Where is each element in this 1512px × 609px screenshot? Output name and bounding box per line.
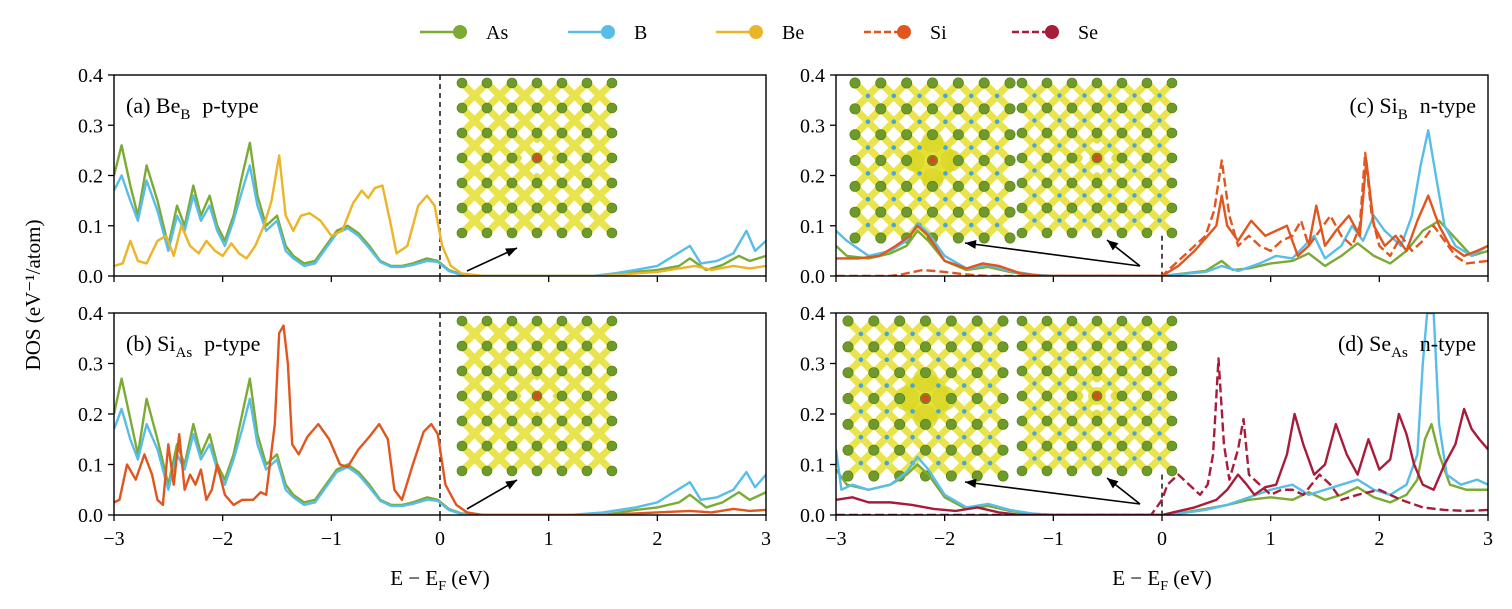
annotation-arrow — [964, 242, 1141, 267]
series-B-solid — [836, 313, 1488, 515]
panel-d: 0.0 0.1 0.2 0.3 0.4 −3 −2 −1 0 1 2 3 E − EF (eV) (d) … — [800, 303, 1493, 594]
legend-marker-Be — [749, 25, 763, 39]
crystal-structure-inset — [849, 77, 1016, 244]
y-tick-label: 0.0 — [78, 505, 103, 527]
y-tick-label: 0.2 — [800, 404, 825, 426]
x-tick-label: 1 — [1266, 528, 1276, 550]
x-tick-label: 3 — [1483, 528, 1493, 550]
crystal-structure-inset — [1016, 77, 1178, 239]
y-tick-label: 0.1 — [800, 216, 825, 238]
x-tick-label: −2 — [934, 528, 955, 550]
y-tick-label: 0.3 — [800, 115, 825, 137]
series-B-solid — [114, 397, 766, 515]
crystal-structure-inset — [456, 77, 618, 239]
legend-label-B: B — [634, 22, 647, 44]
legend-label-Se: Se — [1078, 22, 1098, 44]
series-As-solid — [114, 141, 766, 276]
series-B-solid — [836, 129, 1488, 276]
annotation-arrowhead — [505, 480, 517, 490]
panel-title-d: (d) SeAs n-type — [1338, 331, 1476, 361]
legend-label-As: As — [486, 22, 508, 44]
annotation-arrowhead — [1107, 478, 1119, 489]
y-tick-label: 0.2 — [78, 404, 103, 426]
y-tick-label: 0.4 — [78, 65, 103, 87]
legend: As B Be Si Se — [420, 22, 1098, 44]
annotation-arrow — [964, 481, 1141, 505]
panel-title-b: (b) SiAs p-type — [126, 331, 260, 361]
annotation-arrowhead — [965, 239, 977, 249]
panel-b: 0.0 0.1 0.2 0.3 0.4 −3 −2 −1 0 1 2 3 E − EF (eV) (b) … — [78, 303, 771, 594]
y-tick-label: 0.1 — [800, 455, 825, 477]
series-Si-solid — [836, 159, 1488, 276]
x-tick-label: 0 — [435, 528, 445, 550]
legend-marker-B — [601, 25, 615, 39]
panel-title-c: (c) SiB n-type — [1350, 93, 1476, 123]
annotation-arrowhead — [505, 248, 517, 257]
x-tick-label: 1 — [544, 528, 554, 550]
y-tick-label: 0.3 — [800, 354, 825, 376]
series-As-solid — [836, 219, 1488, 276]
x-tick-label: 2 — [1374, 528, 1384, 550]
series-As-solid — [114, 377, 766, 515]
x-axis-label: E − EF (eV) — [390, 566, 490, 594]
panel-a: 0.0 0.1 0.2 0.3 0.4 (a) BeB p-type — [78, 65, 767, 288]
panel-title-a: (a) BeB p-type — [126, 93, 259, 123]
y-tick-label: 0.4 — [78, 303, 103, 325]
x-tick-label: 3 — [761, 528, 771, 550]
y-axis-label: DOS (eV⁻¹/atom) — [21, 220, 45, 371]
crystal-structure-inset — [1016, 315, 1178, 477]
y-tick-label: 0.2 — [78, 166, 103, 188]
x-tick-label: −1 — [321, 528, 342, 550]
legend-marker-As — [453, 25, 467, 39]
y-tick-label: 0.0 — [800, 505, 825, 527]
series-Be-solid — [114, 154, 766, 276]
legend-marker-Si — [897, 25, 911, 39]
y-tick-label: 0.2 — [800, 166, 825, 188]
legend-label-Si: Si — [930, 22, 947, 44]
annotation-arrowhead — [965, 478, 977, 488]
series-Se-solid — [836, 407, 1488, 515]
annotation-arrowhead — [1107, 240, 1119, 251]
y-tick-label: 0.3 — [78, 354, 103, 376]
y-tick-label: 0.1 — [78, 455, 103, 477]
crystal-structure-inset — [456, 315, 618, 477]
y-tick-label: 0.3 — [78, 115, 103, 137]
y-tick-label: 0.0 — [800, 266, 825, 288]
x-axis-label: E − EF (eV) — [1112, 566, 1212, 594]
series-Se-dashed — [836, 357, 1488, 515]
x-tick-label: 0 — [1157, 528, 1167, 550]
y-tick-label: 0.4 — [800, 303, 825, 325]
series-Si-solid — [114, 324, 766, 515]
x-tick-label: 2 — [652, 528, 662, 550]
legend-marker-Se — [1045, 25, 1059, 39]
y-tick-label: 0.0 — [78, 266, 103, 288]
x-tick-label: −3 — [825, 528, 846, 550]
x-tick-label: −2 — [212, 528, 233, 550]
legend-label-Be: Be — [782, 22, 804, 44]
crystal-structure-inset — [842, 315, 1009, 482]
y-tick-label: 0.4 — [800, 65, 825, 87]
y-tick-label: 0.1 — [78, 216, 103, 238]
x-tick-label: −1 — [1043, 528, 1064, 550]
series-B-solid — [114, 164, 766, 276]
x-tick-label: −3 — [103, 528, 124, 550]
panel-c: 0.0 0.1 0.2 0.3 0.4 (c) SiB n-type — [800, 65, 1489, 288]
series-Si-dashed — [836, 151, 1488, 276]
